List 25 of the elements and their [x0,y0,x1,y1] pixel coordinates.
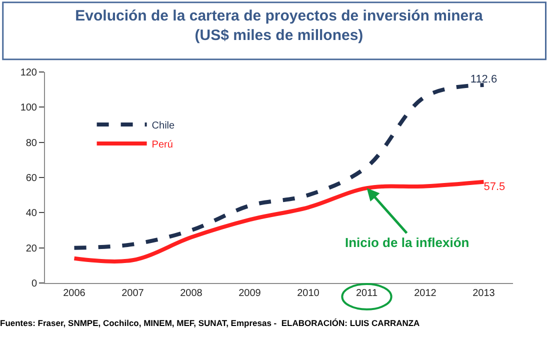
text: Perú [152,139,173,150]
chart-title: Evolución de la cartera de proyectos de inversión minera [75,8,484,25]
x-tick-label: 2010 [297,288,320,299]
y-tick-label: 80 [26,138,38,149]
text: Chile [152,120,176,132]
y-tick-label: 0 [31,278,38,290]
data-label: 112.6 [470,73,498,86]
data-label: 57.5 [484,181,506,194]
y-tick-label: 120 [20,68,38,78]
y-tick-label: 40 [26,208,38,220]
x-tick-label: 2009 [238,288,262,299]
x-tick-label: 2006 [63,288,86,299]
chart-subtitle: (US$ miles de millones) [194,27,364,44]
y-tick-label: 60 [26,173,38,184]
x-tick-label: 2007 [122,288,144,299]
line-series [72,180,486,264]
x-tick-label: 2011 [356,288,378,299]
x-tick-label: 2012 [414,288,437,299]
annotation: Inicio de la inflexión [345,235,470,250]
y-tick-label: 20 [26,243,38,254]
x-tick-label: 2013 [472,288,496,299]
source-note: Fuentes: Fraser, SNMPE, Cochilco, MINEM, MEF, SUNAT, Empresas - ELABORACIÓN: LUIS CARRANZA [0,318,420,328]
y-tick-label: 100 [20,102,38,114]
x-tick-label: 2008 [180,288,203,299]
line-series [72,83,486,250]
